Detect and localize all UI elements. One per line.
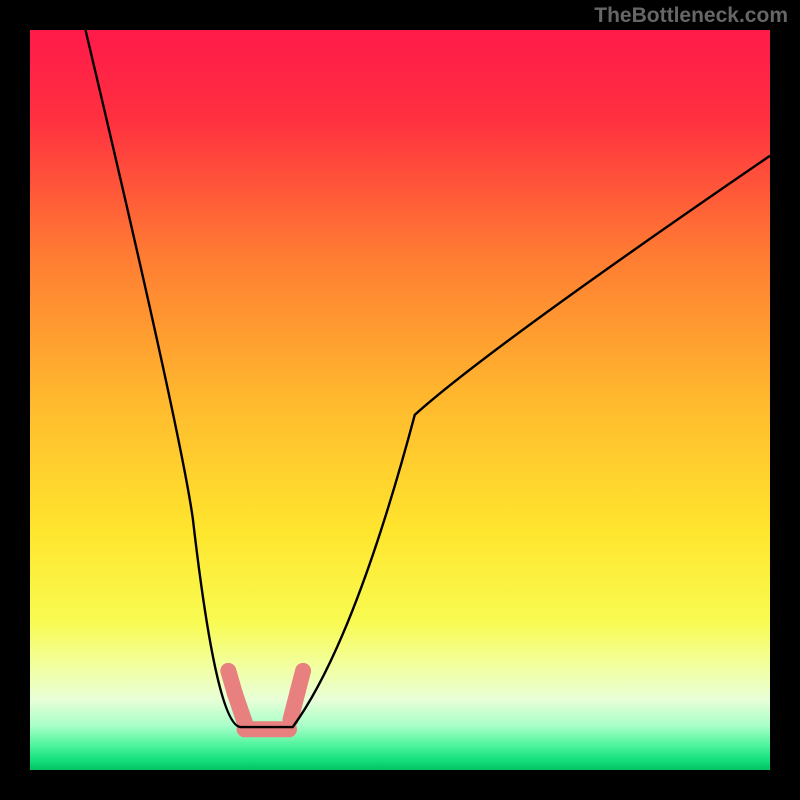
chart-frame: TheBottleneck.com bbox=[0, 0, 800, 800]
trough-marker-segment bbox=[235, 694, 245, 722]
curve-layer bbox=[30, 30, 770, 770]
trough-marker-segment bbox=[298, 671, 303, 691]
watermark-text: TheBottleneck.com bbox=[594, 4, 788, 28]
bottleneck-curve bbox=[86, 30, 771, 727]
plot-area bbox=[30, 30, 770, 770]
trough-marker-group bbox=[228, 671, 303, 729]
